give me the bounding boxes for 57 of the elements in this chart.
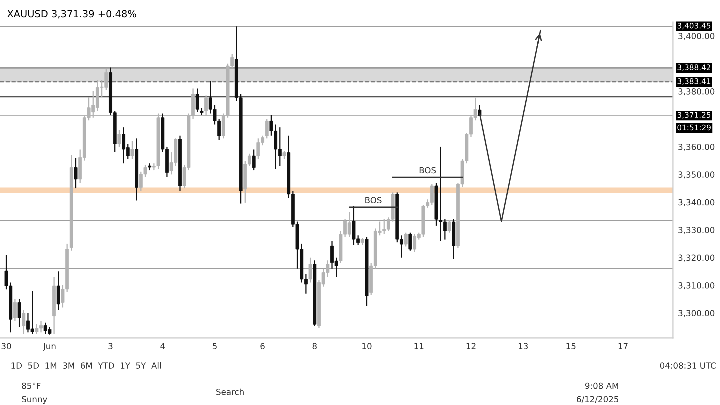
candlestick [408, 232, 412, 252]
text: 04:08:31 UTC [660, 362, 716, 369]
candlestick [122, 127, 126, 164]
candlestick [413, 234, 417, 253]
x-tick-label: 17 [618, 343, 628, 350]
y-tick-label: 3,360.00 [678, 144, 715, 152]
candlestick [404, 232, 408, 248]
candlestick [30, 290, 34, 335]
candlestick [252, 149, 256, 172]
candlestick [13, 298, 17, 322]
x-tick-label: 10 [362, 343, 372, 350]
y-tick-label: 3,340.00 [678, 199, 715, 207]
y-tick-label: 3,300.00 [678, 310, 715, 318]
candlestick [130, 140, 134, 160]
candlestick [348, 212, 352, 238]
x-tick-label: Jun [43, 343, 56, 352]
candlestick [278, 127, 282, 167]
text: 1D 5D 1M 3M 6M YTD 1Y 5Y All [12, 362, 162, 369]
candlestick [35, 324, 39, 335]
y-tick-label: 3,330.00 [678, 227, 715, 234]
series-label: BOS [420, 167, 436, 174]
x-tick-label: 8 [312, 343, 317, 350]
candlestick [430, 184, 434, 206]
chart-title: XAUUSD 3,371.39 +0.48% [7, 10, 136, 19]
x-tick-label: 4 [160, 343, 166, 350]
candlestick [443, 218, 447, 240]
x-tick-label: 30 [2, 343, 12, 350]
candlestick [118, 130, 122, 148]
x-tick-label: 13 [518, 343, 528, 350]
text: 85°F [22, 382, 41, 390]
candlestick [265, 118, 269, 140]
y-tick-label: 3,320.00 [678, 254, 715, 262]
candlestick [439, 146, 443, 242]
candlestick [352, 206, 356, 246]
candlestick [56, 271, 60, 312]
candlestick [18, 298, 22, 328]
x-tick-label: 5 [212, 343, 217, 350]
candlestick [256, 138, 260, 160]
x-tick-label: 11 [414, 343, 424, 350]
x-tick-label: 15 [566, 343, 576, 350]
text: Sunny [22, 396, 48, 404]
text: 9:08 AM [585, 382, 618, 390]
series-label: BOS [366, 197, 382, 204]
y-tick-label: 3,380.00 [678, 88, 715, 96]
candlestick [22, 310, 26, 335]
candlestick [196, 88, 200, 113]
text: 6/12/2025 [577, 396, 618, 404]
y-tick-label: 3,310.00 [678, 282, 715, 290]
x-tick-label: 12 [466, 343, 476, 350]
candlestick [308, 257, 312, 284]
y-tick-label: 3,350.00 [678, 172, 715, 179]
text: Search [216, 388, 244, 396]
x-tick-label: 3 [108, 343, 113, 350]
candlestick [448, 220, 452, 234]
y-tick-label: 3,400.00 [678, 33, 715, 40]
x-tick-label: 6 [260, 343, 265, 350]
candlestick [74, 158, 78, 190]
